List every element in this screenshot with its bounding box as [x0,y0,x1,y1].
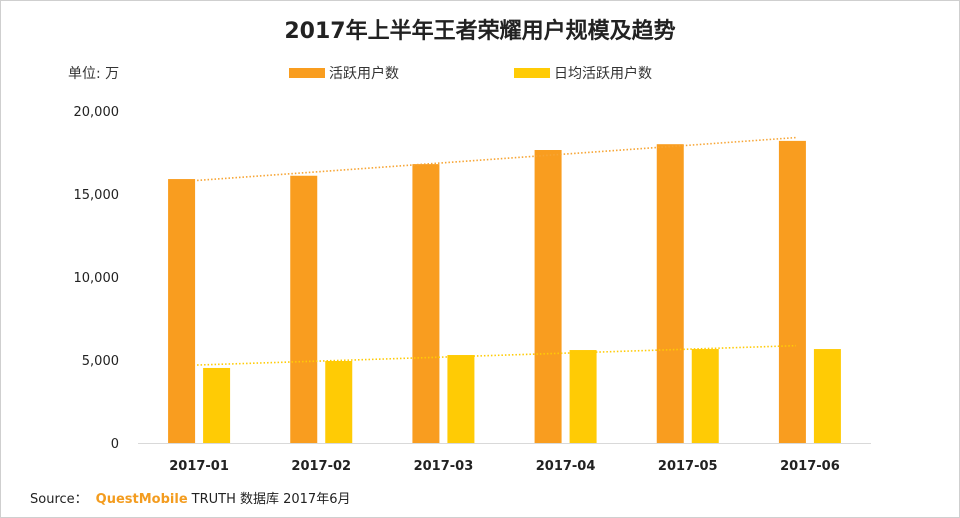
bar-daily-active-2017-02 [325,360,353,443]
unit-label: 单位: 万 [68,66,120,82]
bar-daily-active-2017-05 [691,349,719,443]
bar-active-2017-04 [534,150,562,443]
bar-active-2017-01 [168,179,196,443]
bar-daily-active-2017-01 [203,367,231,443]
legend-swatch [289,68,325,78]
legend-label: 活跃用户数 [329,66,399,82]
source-brand: QuestMobile [95,492,188,507]
x-tick-label: 2017-05 [658,459,718,474]
chart-title: 2017年上半年王者荣耀用户规模及趋势 [284,19,676,44]
source-prefix: Source： [30,492,88,507]
bar-active-2017-02 [290,175,318,444]
legend-label: 日均活跃用户数 [554,66,652,82]
y-tick-label: 10,000 [74,271,120,286]
trendline-active [197,136,796,182]
bar-active-2017-06 [778,140,806,443]
x-tick-label: 2017-04 [536,459,596,474]
x-tick-label: 2017-03 [414,459,474,474]
y-tick-label: 20,000 [74,105,120,120]
legend-item-active-users: 活跃用户数 [289,63,399,83]
bar-daily-active-2017-06 [813,349,841,443]
x-tick-label: 2017-06 [780,459,840,474]
y-tick-label: 0 [111,437,119,452]
x-tick-label: 2017-02 [291,459,351,474]
bar-active-2017-05 [656,144,684,443]
bar-daily-active-2017-03 [447,355,475,443]
bar-active-2017-03 [412,164,440,443]
bar-daily-active-2017-04 [569,350,597,443]
y-tick-label: 5,000 [82,354,119,369]
x-tick-label: 2017-01 [169,459,229,474]
legend-swatch [514,68,550,78]
y-tick-label: 15,000 [74,188,120,203]
legend-item-daily-active-users: 日均活跃用户数 [514,63,652,83]
source-suffix: TRUTH 数据库 2017年6月 [191,492,351,507]
source-note: Source： QuestMobile TRUTH 数据库 2017年6月 [30,488,350,507]
